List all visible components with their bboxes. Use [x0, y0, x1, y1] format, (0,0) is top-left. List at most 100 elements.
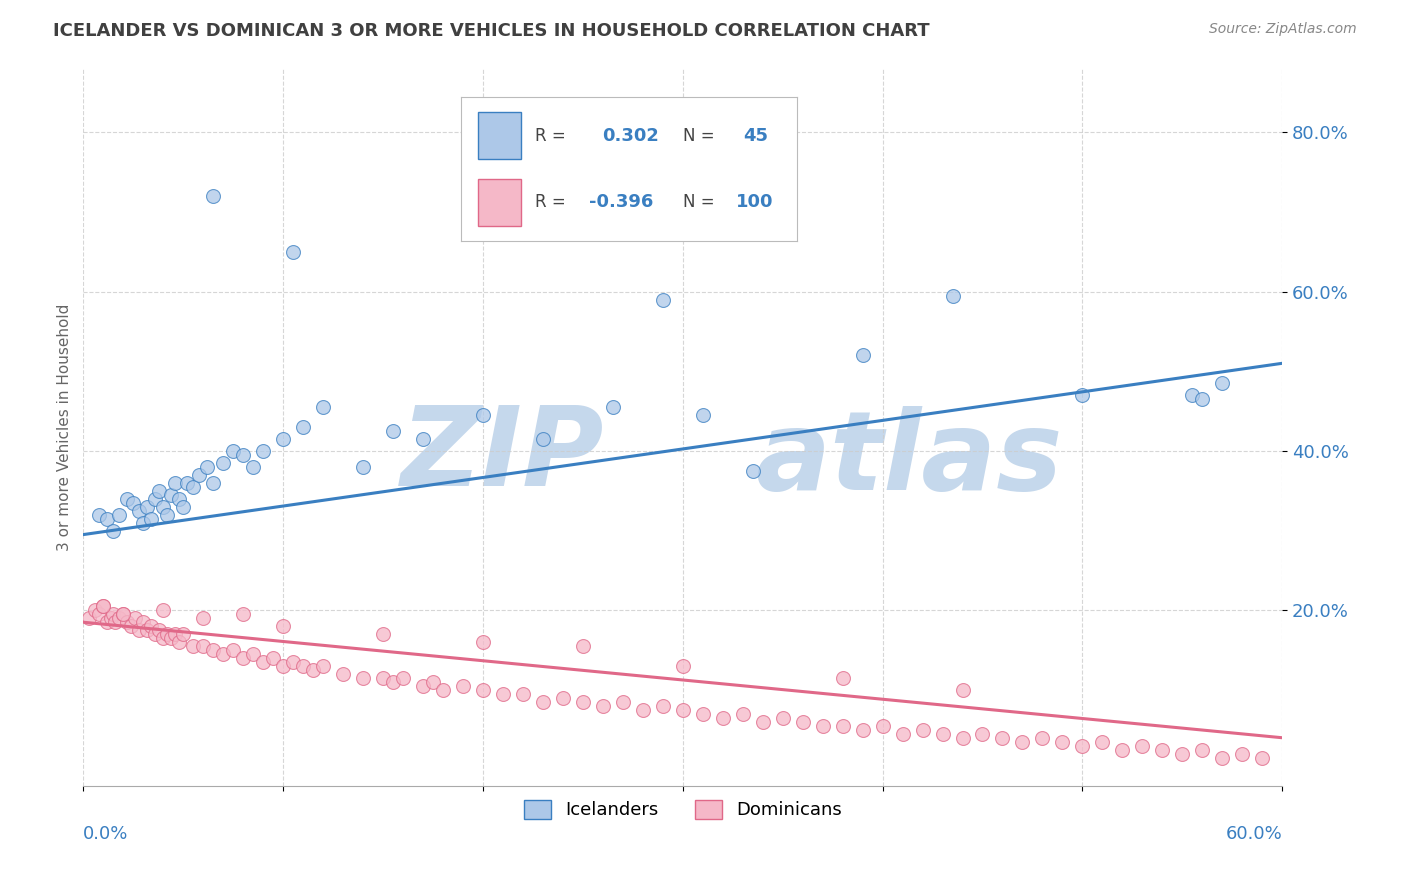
Point: [212, 647, 235, 661]
Point: [602, 400, 624, 414]
Point: [612, 695, 634, 709]
Point: [1071, 388, 1094, 402]
Point: [165, 475, 187, 490]
Point: [952, 682, 974, 697]
Point: [352, 671, 374, 685]
Point: [471, 635, 494, 649]
Point: [262, 651, 284, 665]
Point: [312, 659, 335, 673]
Point: [1211, 750, 1233, 764]
Point: [156, 508, 179, 522]
Point: [1052, 735, 1074, 749]
Point: [167, 491, 190, 506]
Point: [148, 623, 170, 637]
Point: [432, 682, 454, 697]
Point: [252, 655, 274, 669]
Point: [193, 639, 215, 653]
Text: ZIP: ZIP: [401, 402, 605, 509]
Point: [1111, 742, 1133, 756]
Point: [222, 643, 245, 657]
Point: [172, 627, 194, 641]
Point: [592, 698, 614, 713]
Point: [176, 475, 198, 490]
Point: [451, 679, 474, 693]
Point: [352, 459, 374, 474]
Point: [96, 615, 118, 630]
Point: [931, 727, 953, 741]
Point: [891, 727, 914, 741]
Point: [112, 607, 135, 622]
Point: [1031, 731, 1053, 745]
Point: [302, 663, 325, 677]
Point: [160, 631, 183, 645]
Point: [100, 611, 122, 625]
Point: [108, 611, 131, 625]
Point: [1091, 735, 1114, 749]
Point: [212, 456, 235, 470]
Point: [136, 623, 159, 637]
Point: [811, 719, 834, 733]
Point: [531, 432, 554, 446]
Point: [232, 448, 254, 462]
Text: ICELANDER VS DOMINICAN 3 OR MORE VEHICLES IN HOUSEHOLD CORRELATION CHART: ICELANDER VS DOMINICAN 3 OR MORE VEHICLE…: [53, 22, 929, 40]
Point: [991, 731, 1014, 745]
Point: [692, 706, 714, 721]
Point: [143, 491, 166, 506]
Point: [108, 508, 131, 522]
Point: [792, 714, 814, 729]
Point: [1191, 392, 1213, 406]
Point: [271, 432, 294, 446]
Text: 60.0%: 60.0%: [1226, 825, 1282, 843]
Point: [96, 511, 118, 525]
Point: [512, 687, 534, 701]
Point: [471, 682, 494, 697]
Point: [1181, 388, 1204, 402]
Point: [160, 488, 183, 502]
Point: [193, 611, 215, 625]
Point: [852, 348, 875, 362]
Point: [195, 459, 218, 474]
Point: [112, 607, 135, 622]
Point: [1211, 376, 1233, 391]
Point: [292, 659, 315, 673]
Legend: Icelanders, Dominicans: Icelanders, Dominicans: [516, 793, 849, 827]
Point: [651, 293, 673, 307]
Point: [271, 619, 294, 633]
Text: 0.0%: 0.0%: [83, 825, 129, 843]
Point: [181, 480, 204, 494]
Point: [911, 723, 934, 737]
Point: [1171, 747, 1194, 761]
Point: [122, 496, 145, 510]
Point: [91, 599, 114, 614]
Point: [128, 623, 150, 637]
Point: [492, 687, 515, 701]
Point: [117, 491, 139, 506]
Point: [651, 698, 673, 713]
Point: [167, 635, 190, 649]
Point: [124, 611, 146, 625]
Point: [941, 288, 963, 302]
Point: [132, 615, 155, 630]
Point: [551, 690, 574, 705]
Point: [242, 459, 264, 474]
Point: [165, 627, 187, 641]
Point: [143, 627, 166, 641]
Point: [103, 524, 125, 538]
Point: [136, 500, 159, 514]
Point: [672, 703, 695, 717]
Point: [152, 631, 174, 645]
Y-axis label: 3 or more Vehicles in Household: 3 or more Vehicles in Household: [58, 303, 72, 550]
Point: [141, 619, 163, 633]
Point: [1130, 739, 1153, 753]
Point: [271, 659, 294, 673]
Point: [831, 671, 853, 685]
Point: [332, 667, 354, 681]
Point: [202, 189, 225, 203]
Point: [89, 607, 111, 622]
Point: [711, 711, 734, 725]
Point: [751, 714, 773, 729]
Point: [741, 464, 763, 478]
Point: [412, 432, 434, 446]
Point: [103, 607, 125, 622]
Point: [471, 408, 494, 422]
